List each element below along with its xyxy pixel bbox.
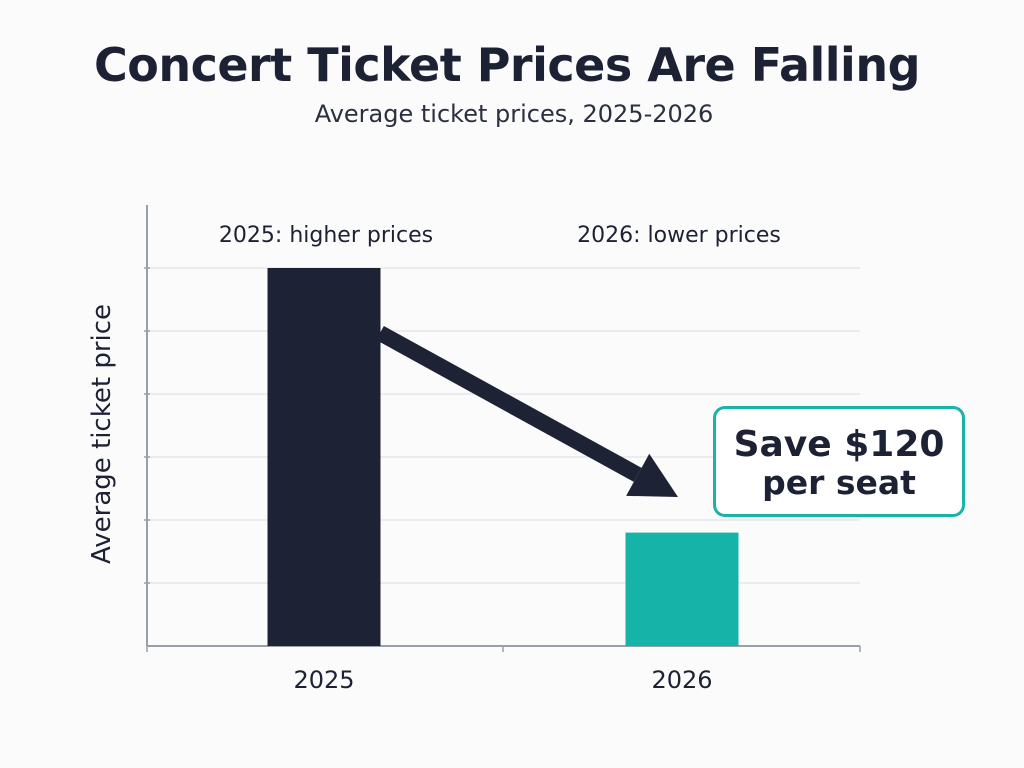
x-tick-label-2025: 2025 bbox=[293, 666, 354, 694]
callout-per-seat: per seat bbox=[762, 463, 916, 502]
x-tick-label-2026: 2026 bbox=[651, 666, 712, 694]
bar-2026 bbox=[625, 532, 739, 646]
y-axis-label: Average ticket price bbox=[87, 304, 117, 564]
savings-callout: Save $120 per seat bbox=[713, 406, 965, 517]
callout-savings-amount: Save $120 bbox=[733, 424, 945, 465]
bar-annotation-2025: 2025: higher prices bbox=[219, 223, 433, 248]
bar-2025 bbox=[267, 268, 381, 646]
trend-arrow-shaft bbox=[376, 325, 642, 482]
page-subtitle: Average ticket prices, 2025-2026 bbox=[314, 100, 714, 128]
page-title: Concert Ticket Prices Are Falling bbox=[93, 38, 921, 92]
trend-arrow-head bbox=[626, 453, 678, 497]
bar-annotation-2026: 2026: lower prices bbox=[577, 223, 781, 248]
